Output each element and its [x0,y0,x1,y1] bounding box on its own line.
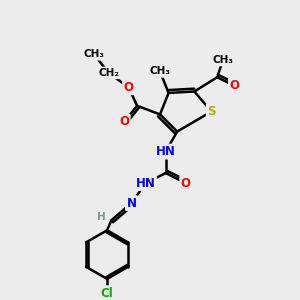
Text: O: O [124,81,134,94]
Text: CH₃: CH₃ [212,55,233,65]
Text: O: O [181,177,191,190]
Text: O: O [119,115,129,128]
Text: HN: HN [156,145,176,158]
Text: H: H [97,212,106,222]
Text: S: S [207,105,216,118]
Text: Cl: Cl [101,287,113,300]
Text: O: O [230,79,239,92]
Text: HN: HN [136,177,156,190]
Text: CH₂: CH₂ [98,68,119,78]
Text: CH₃: CH₃ [149,67,170,76]
Text: N: N [126,196,136,210]
Text: CH₃: CH₃ [84,49,105,59]
